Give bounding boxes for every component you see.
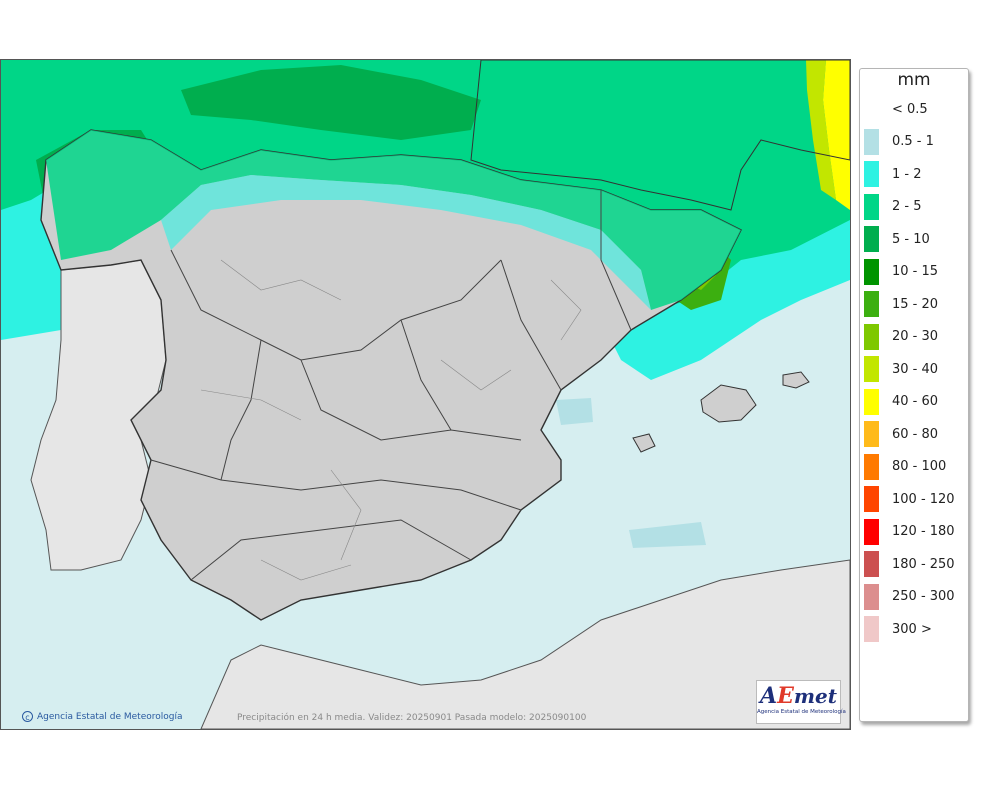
- map-canvas: [1, 60, 850, 729]
- precip-30-40-northeast: [806, 60, 836, 200]
- province-borders: [200, 259, 582, 581]
- region-borders: [150, 190, 632, 581]
- legend-item: 1 - 2: [864, 161, 922, 187]
- legend-swatch: [864, 226, 879, 252]
- mallorca-island: [700, 384, 757, 423]
- legend-label: < 0.5: [892, 101, 928, 117]
- africa-land: [200, 559, 850, 729]
- legend-swatch: [864, 193, 879, 220]
- logo-letter-e: E: [777, 683, 794, 709]
- map-caption: Precipitación en 24 h media. Validez: 20…: [237, 713, 587, 723]
- legend-swatch: [864, 258, 879, 285]
- legend-swatch: [864, 421, 879, 447]
- legend-item: 100 - 120: [864, 486, 955, 512]
- legend-swatch: [864, 388, 879, 415]
- legend-item: 40 - 60: [864, 388, 939, 415]
- legend-swatch: [864, 356, 879, 382]
- precip-5-10-gulf: [181, 65, 481, 140]
- legend-item: 10 - 15: [864, 258, 939, 285]
- france-land: [470, 60, 850, 211]
- legend-label: 120 - 180: [892, 524, 955, 539]
- legend-label: 180 - 250: [892, 556, 955, 572]
- credit-text: Agencia Estatal de Meteorología: [37, 711, 183, 722]
- logo-subtitle: Agencia Estatal de Meteorología: [757, 709, 846, 715]
- legend-item: 180 - 250: [864, 551, 955, 577]
- logo-letter-a: A: [760, 683, 778, 709]
- legend-swatch: [864, 161, 879, 187]
- precipitation-legend: mm < 0.5 0.5 - 1 1 - 2 2 - 5 5 - 10 10 - 15 15…: [859, 68, 969, 722]
- logo-met: met: [793, 684, 837, 708]
- precipitation-map: [0, 59, 851, 730]
- legend-label: 100 - 120: [892, 491, 955, 507]
- legend-item: 2 - 5: [864, 193, 922, 220]
- legend-swatch: [864, 551, 879, 577]
- legend-item: 250 - 300: [864, 583, 955, 610]
- menorca-island: [782, 371, 810, 389]
- legend-swatch: [864, 291, 879, 317]
- legend-swatch: [864, 96, 879, 122]
- legend-item: 20 - 30: [864, 323, 939, 350]
- legend-swatch: [864, 518, 879, 545]
- legend-label: 5 - 10: [892, 231, 930, 247]
- legend-item: 30 - 40: [864, 356, 938, 382]
- ibiza-island: [632, 433, 656, 453]
- legend-label: 0.5 - 1: [892, 134, 934, 149]
- legend-label: 2 - 5: [892, 199, 922, 214]
- precip-trace-patch-1: [556, 398, 593, 425]
- legend-label: 15 - 20: [892, 296, 939, 312]
- legend-label: 10 - 15: [892, 264, 939, 279]
- spain-mainland: [40, 129, 742, 621]
- precip-high-northeast: [823, 60, 850, 210]
- legend-swatch: [864, 486, 879, 512]
- legend-swatch: [864, 128, 879, 155]
- aemet-credit: c Agencia Estatal de Meteorología: [22, 711, 183, 722]
- legend-label: 40 - 60: [892, 394, 939, 409]
- legend-swatch: [864, 583, 879, 610]
- precip-trace-patch-2: [629, 522, 706, 548]
- legend-swatch: [864, 323, 879, 350]
- legend-label: 300 >: [892, 621, 932, 637]
- legend-item: 80 - 100: [864, 453, 947, 480]
- legend-swatch: [864, 616, 879, 642]
- legend-item: 5 - 10: [864, 226, 930, 252]
- legend-label: 20 - 30: [892, 329, 939, 344]
- legend-label: 1 - 2: [892, 166, 922, 182]
- precip-north-coast-spain: [46, 130, 741, 310]
- legend-swatch: [864, 453, 879, 480]
- legend-item: 120 - 180: [864, 518, 955, 545]
- legend-label: 60 - 80: [892, 426, 939, 442]
- legend-item: < 0.5: [864, 96, 928, 122]
- copyright-icon: c: [22, 711, 33, 722]
- legend-item: 300 >: [864, 616, 932, 642]
- legend-item: 60 - 80: [864, 421, 938, 447]
- legend-item: 15 - 20: [864, 291, 938, 317]
- precip-light-inland: [161, 175, 651, 310]
- legend-label: 250 - 300: [892, 589, 955, 604]
- legend-item: 0.5 - 1: [864, 128, 934, 155]
- legend-unit: mm: [897, 70, 931, 90]
- legend-label: 30 - 40: [892, 361, 939, 377]
- legend-label: 80 - 100: [892, 459, 947, 474]
